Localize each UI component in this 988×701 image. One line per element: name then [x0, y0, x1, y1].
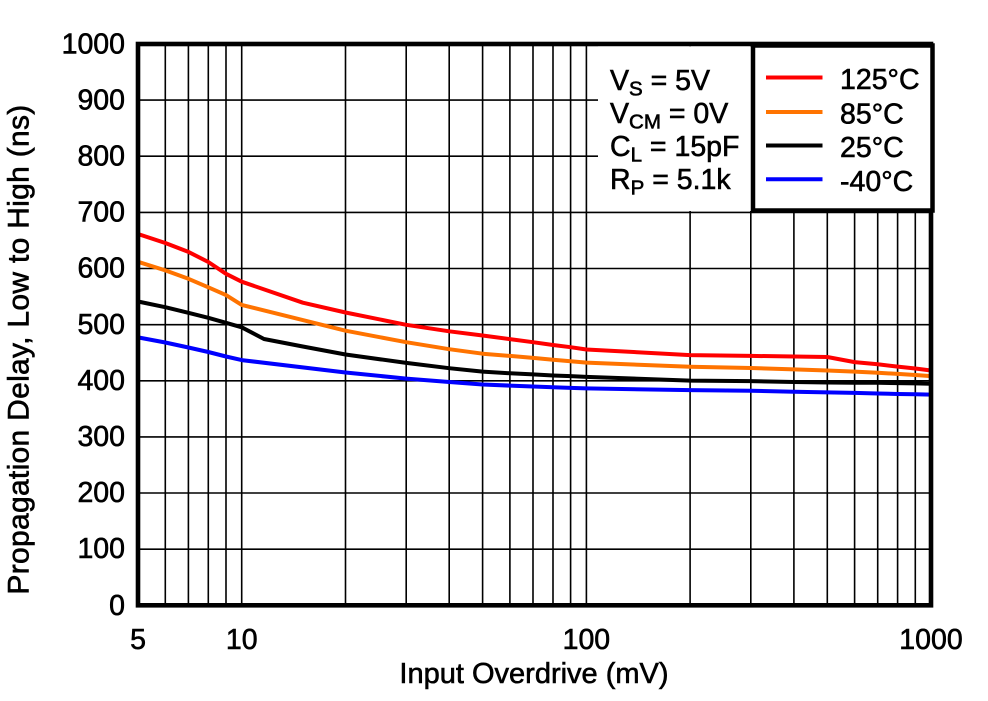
svg-text:1000: 1000	[899, 624, 962, 656]
svg-text:Input Overdrive (mV): Input Overdrive (mV)	[399, 658, 668, 690]
svg-text:125°C: 125°C	[840, 64, 920, 96]
svg-text:85°C: 85°C	[840, 99, 904, 131]
svg-text:500: 500	[77, 309, 125, 341]
svg-text:CL = 15pF: CL = 15pF	[610, 131, 739, 167]
svg-text:5: 5	[130, 624, 146, 656]
svg-text:200: 200	[77, 477, 125, 509]
svg-text:1000: 1000	[62, 29, 125, 61]
svg-text:VCM = 0V: VCM = 0V	[610, 98, 728, 134]
svg-text:600: 600	[77, 253, 125, 285]
svg-text:-40°C: -40°C	[840, 166, 913, 198]
svg-text:RP = 5.1k: RP = 5.1k	[610, 164, 731, 200]
svg-text:Propagation Delay, Low to High: Propagation Delay, Low to High (ns)	[3, 104, 36, 594]
svg-text:400: 400	[77, 365, 125, 397]
svg-text:900: 900	[77, 85, 125, 117]
svg-text:300: 300	[77, 421, 125, 453]
svg-text:700: 700	[77, 197, 125, 229]
svg-text:100: 100	[563, 624, 611, 656]
svg-text:800: 800	[77, 141, 125, 173]
svg-text:25°C: 25°C	[840, 132, 904, 164]
svg-text:0: 0	[109, 590, 125, 622]
svg-text:10: 10	[226, 624, 258, 656]
svg-text:VS = 5V: VS = 5V	[610, 65, 710, 101]
svg-text:100: 100	[77, 533, 125, 565]
